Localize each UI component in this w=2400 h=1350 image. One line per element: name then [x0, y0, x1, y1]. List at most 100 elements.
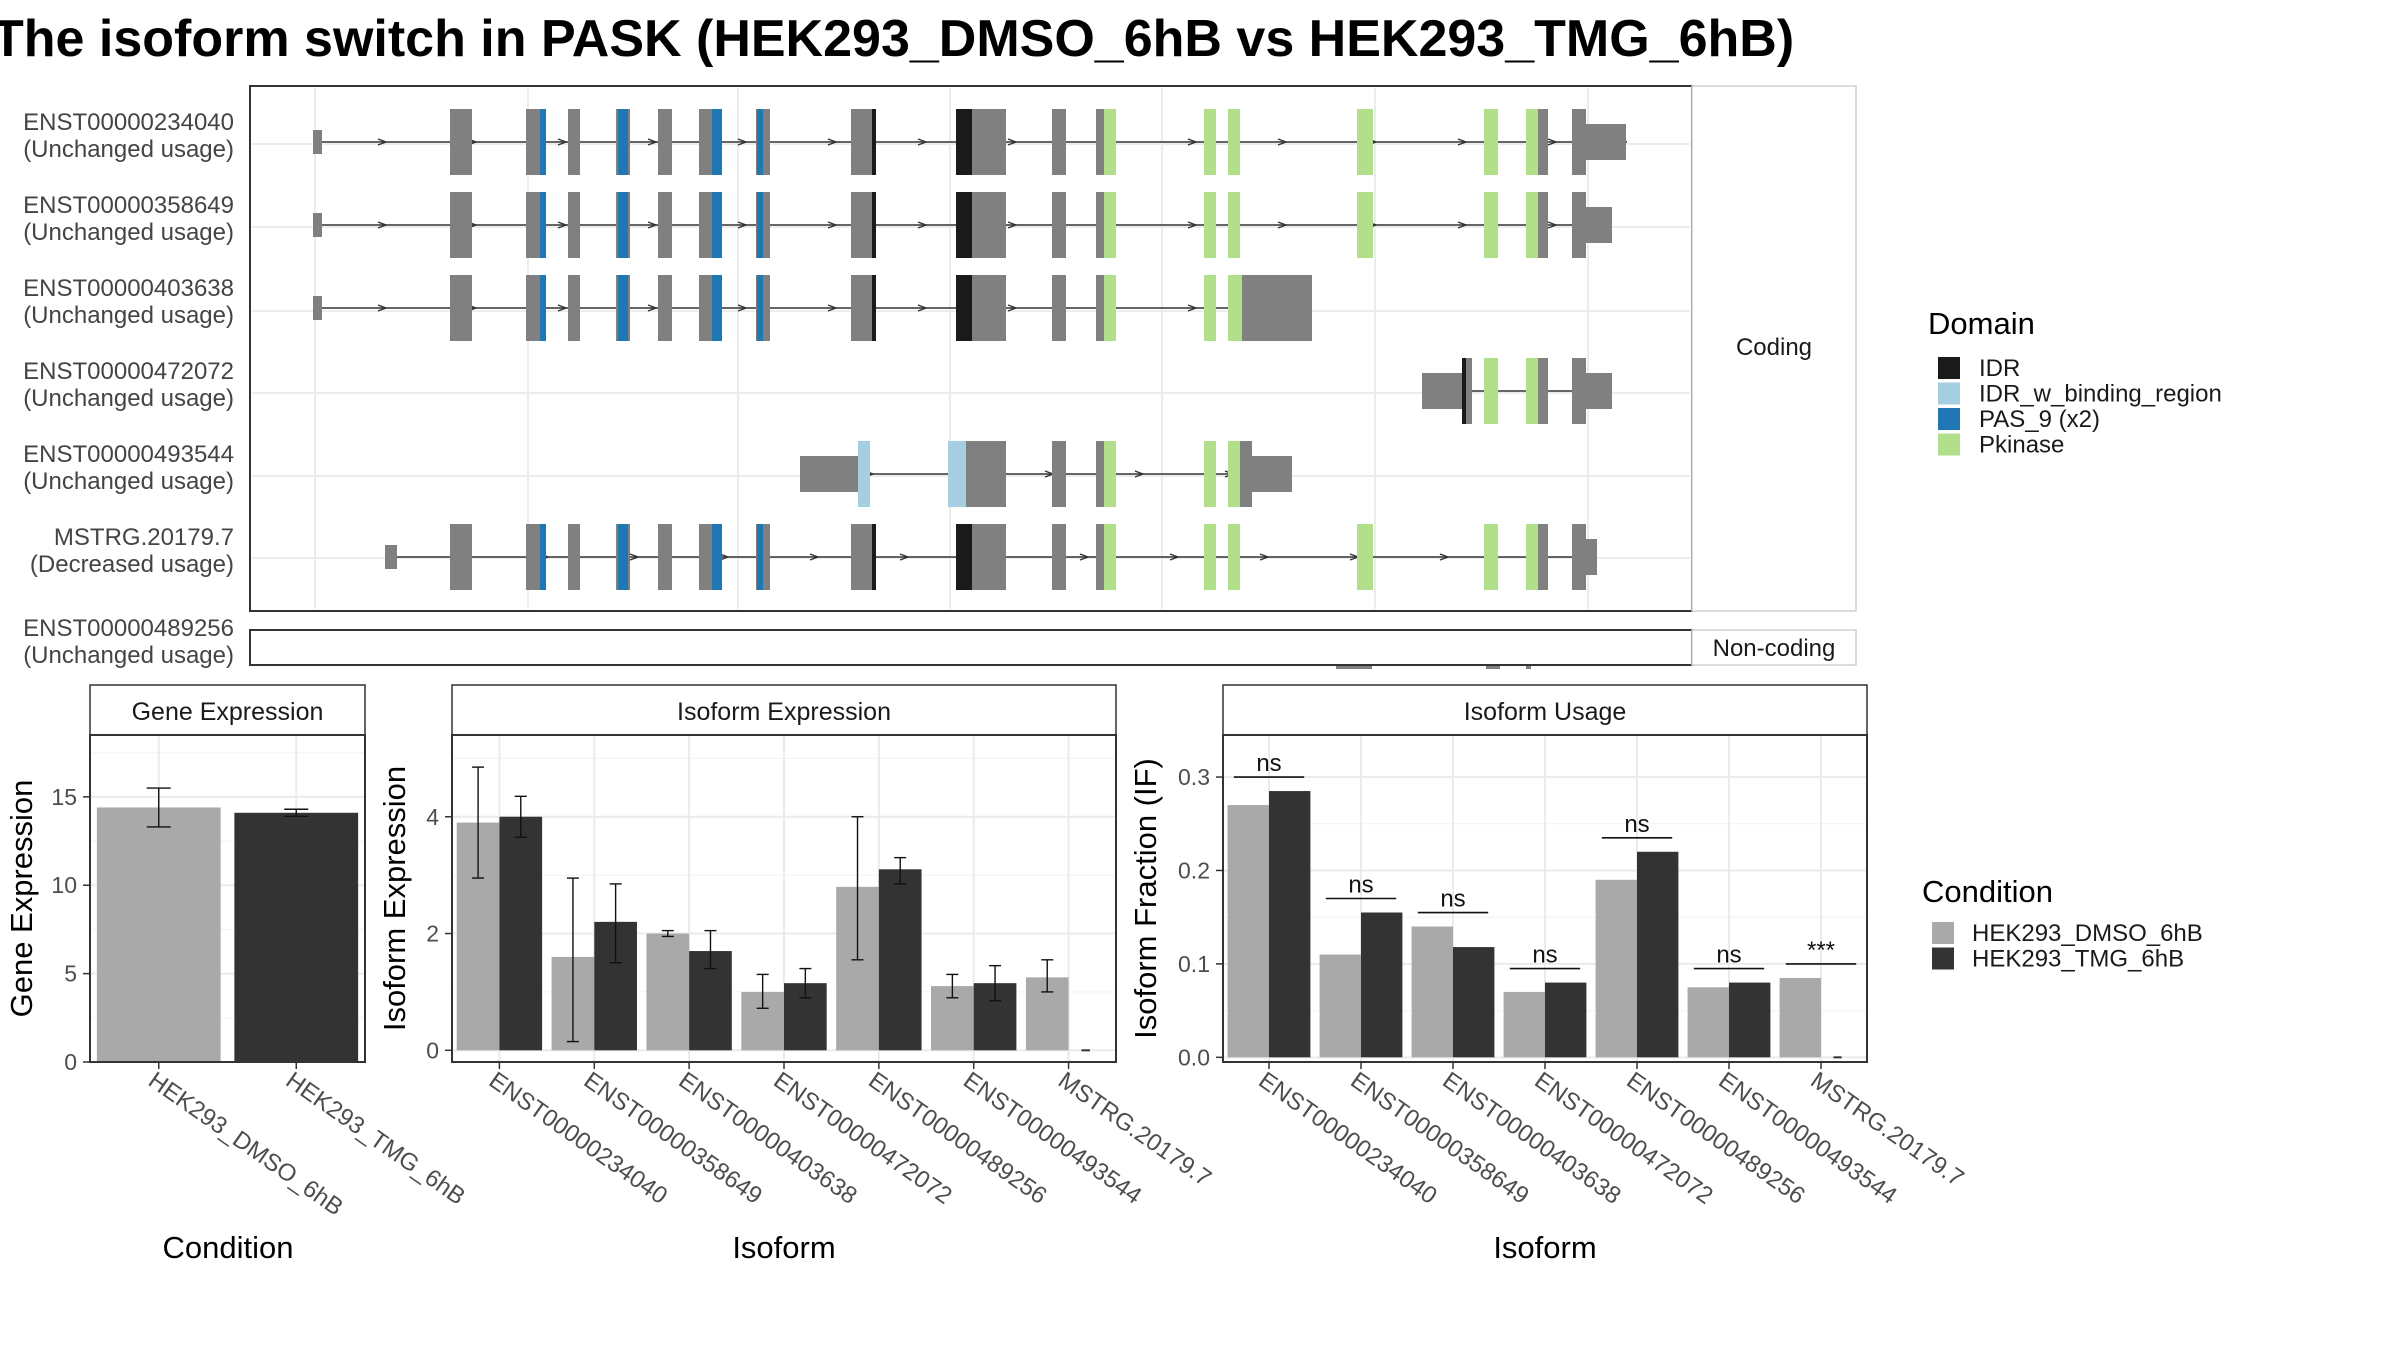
- coding-facet-label: Coding: [1736, 334, 1812, 361]
- exon-block: [1357, 192, 1373, 258]
- y-tick-label: 10: [51, 872, 77, 898]
- intron-arrow: [1277, 138, 1288, 146]
- y-tick-label: 0.3: [1178, 764, 1210, 790]
- exon-block: [1526, 524, 1540, 590]
- y-tick-label: 0: [426, 1037, 439, 1063]
- exon-block: [450, 192, 456, 258]
- exon-block: [313, 296, 322, 320]
- exon-block: [800, 456, 858, 492]
- exon-block: [526, 524, 540, 590]
- transcript-usage-label: (Unchanged usage): [23, 302, 234, 329]
- intron-arrow: [1187, 304, 1198, 312]
- exon-block: [712, 109, 722, 175]
- bar: [646, 933, 690, 1051]
- x-tick-label: ENST00000234040: [484, 1067, 672, 1210]
- intron-arrow: [719, 553, 730, 561]
- exon-block: [956, 524, 972, 590]
- significance-label: ns: [1440, 886, 1465, 913]
- exon-block: [658, 524, 672, 590]
- exon-block: [972, 524, 1006, 590]
- exon-block: [658, 192, 672, 258]
- exon-block: [1240, 441, 1252, 507]
- bar: [1595, 879, 1637, 1058]
- intron-arrow: [1277, 221, 1288, 229]
- exon-block: [526, 109, 540, 175]
- transcript-row: ENST00000493544(Unchanged usage): [23, 441, 1292, 507]
- condition-legend-swatch: [1932, 922, 1954, 944]
- exon-block: [956, 275, 972, 341]
- exon-block: [540, 192, 546, 258]
- transcript-id-label: MSTRG.20179.7: [54, 524, 234, 551]
- exon-block: [1422, 373, 1462, 409]
- intron-arrow: [1007, 221, 1018, 229]
- exon-block: [1584, 207, 1612, 243]
- intron-arrow: [647, 138, 658, 146]
- exon-block: [872, 192, 876, 258]
- intron-arrow: [917, 138, 928, 146]
- exon-block: [699, 192, 715, 258]
- exon-block: [568, 192, 580, 258]
- domain-legend-swatch: [1938, 382, 1960, 405]
- exon-block: [1357, 524, 1373, 590]
- domain-legend-title: Domain: [1928, 306, 2035, 341]
- transcript-row: MSTRG.20179.7(Decreased usage): [30, 524, 1597, 590]
- bar: [1411, 926, 1453, 1058]
- noncoding-facet-strip: [1691, 629, 1857, 666]
- intron-arrow: [1259, 553, 1270, 561]
- exon-block: [712, 192, 722, 258]
- intron-arrow: [1134, 470, 1145, 478]
- intron-arrow: [1457, 221, 1468, 229]
- isoform-expression-panel: Isoform Expression024ENST00000234040ENST…: [377, 684, 1216, 1265]
- bar: [878, 869, 922, 1051]
- exon-block: [851, 109, 873, 175]
- exon-block: [1052, 192, 1066, 258]
- y-tick-label: 0: [64, 1049, 77, 1075]
- intron-arrow: [1187, 138, 1198, 146]
- exon-block: [1242, 275, 1312, 341]
- exon-block: [1572, 358, 1586, 424]
- exon-block: [757, 192, 763, 258]
- exon-block: [456, 524, 472, 590]
- exon-block: [851, 524, 873, 590]
- x-tick-label: ENST00000403638: [674, 1067, 862, 1210]
- domain-legend-label: Pkinase: [1979, 432, 2064, 459]
- domain-legend-label: PAS_9 (x2): [1979, 406, 2100, 433]
- significance-label: ns: [1256, 750, 1281, 777]
- intron-arrow: [1547, 221, 1558, 229]
- y-axis-title: Gene Expression: [4, 780, 39, 1018]
- intron-arrow: [1007, 138, 1018, 146]
- domain-legend-swatch: [1938, 408, 1960, 430]
- panel-frame: [89, 734, 366, 1063]
- exon-block: [699, 109, 715, 175]
- exon-block: [1584, 124, 1626, 160]
- x-tick-label: ENST00000358649: [579, 1067, 767, 1210]
- exon-block: [757, 109, 763, 175]
- y-axis-title: Isoform Expression: [377, 766, 412, 1031]
- exon-block: [1572, 109, 1586, 175]
- exon-block: [1466, 358, 1472, 424]
- intron-arrow: [827, 304, 838, 312]
- exon-block: [1538, 192, 1548, 258]
- bar: [1779, 977, 1821, 1058]
- exon-block: [450, 275, 456, 341]
- exon-block: [1526, 358, 1540, 424]
- bar: [1453, 947, 1495, 1058]
- bar: [1503, 991, 1545, 1058]
- transcript-usage-label: (Unchanged usage): [23, 468, 234, 495]
- panel-strip: [89, 684, 366, 736]
- exon-block: [1572, 192, 1586, 258]
- isoform-usage-panel: Isoform Usage ns ns ns ns ns ns *** 0.0 0.1 0.2 0.3…: [1128, 684, 1969, 1265]
- exon-block: [658, 275, 672, 341]
- panel-strip-title: Gene Expression: [132, 698, 324, 726]
- intron-arrow: [917, 221, 928, 229]
- noncoding-panel-border: [249, 629, 1693, 666]
- intron-arrow: [899, 553, 910, 561]
- exon-block: [1484, 192, 1498, 258]
- bar: [1637, 851, 1679, 1058]
- y-tick-label: 15: [51, 784, 77, 810]
- panel-strip: [1222, 684, 1868, 736]
- intron-arrow: [377, 304, 388, 312]
- exon-block: [956, 109, 972, 175]
- exon-block: [618, 192, 628, 258]
